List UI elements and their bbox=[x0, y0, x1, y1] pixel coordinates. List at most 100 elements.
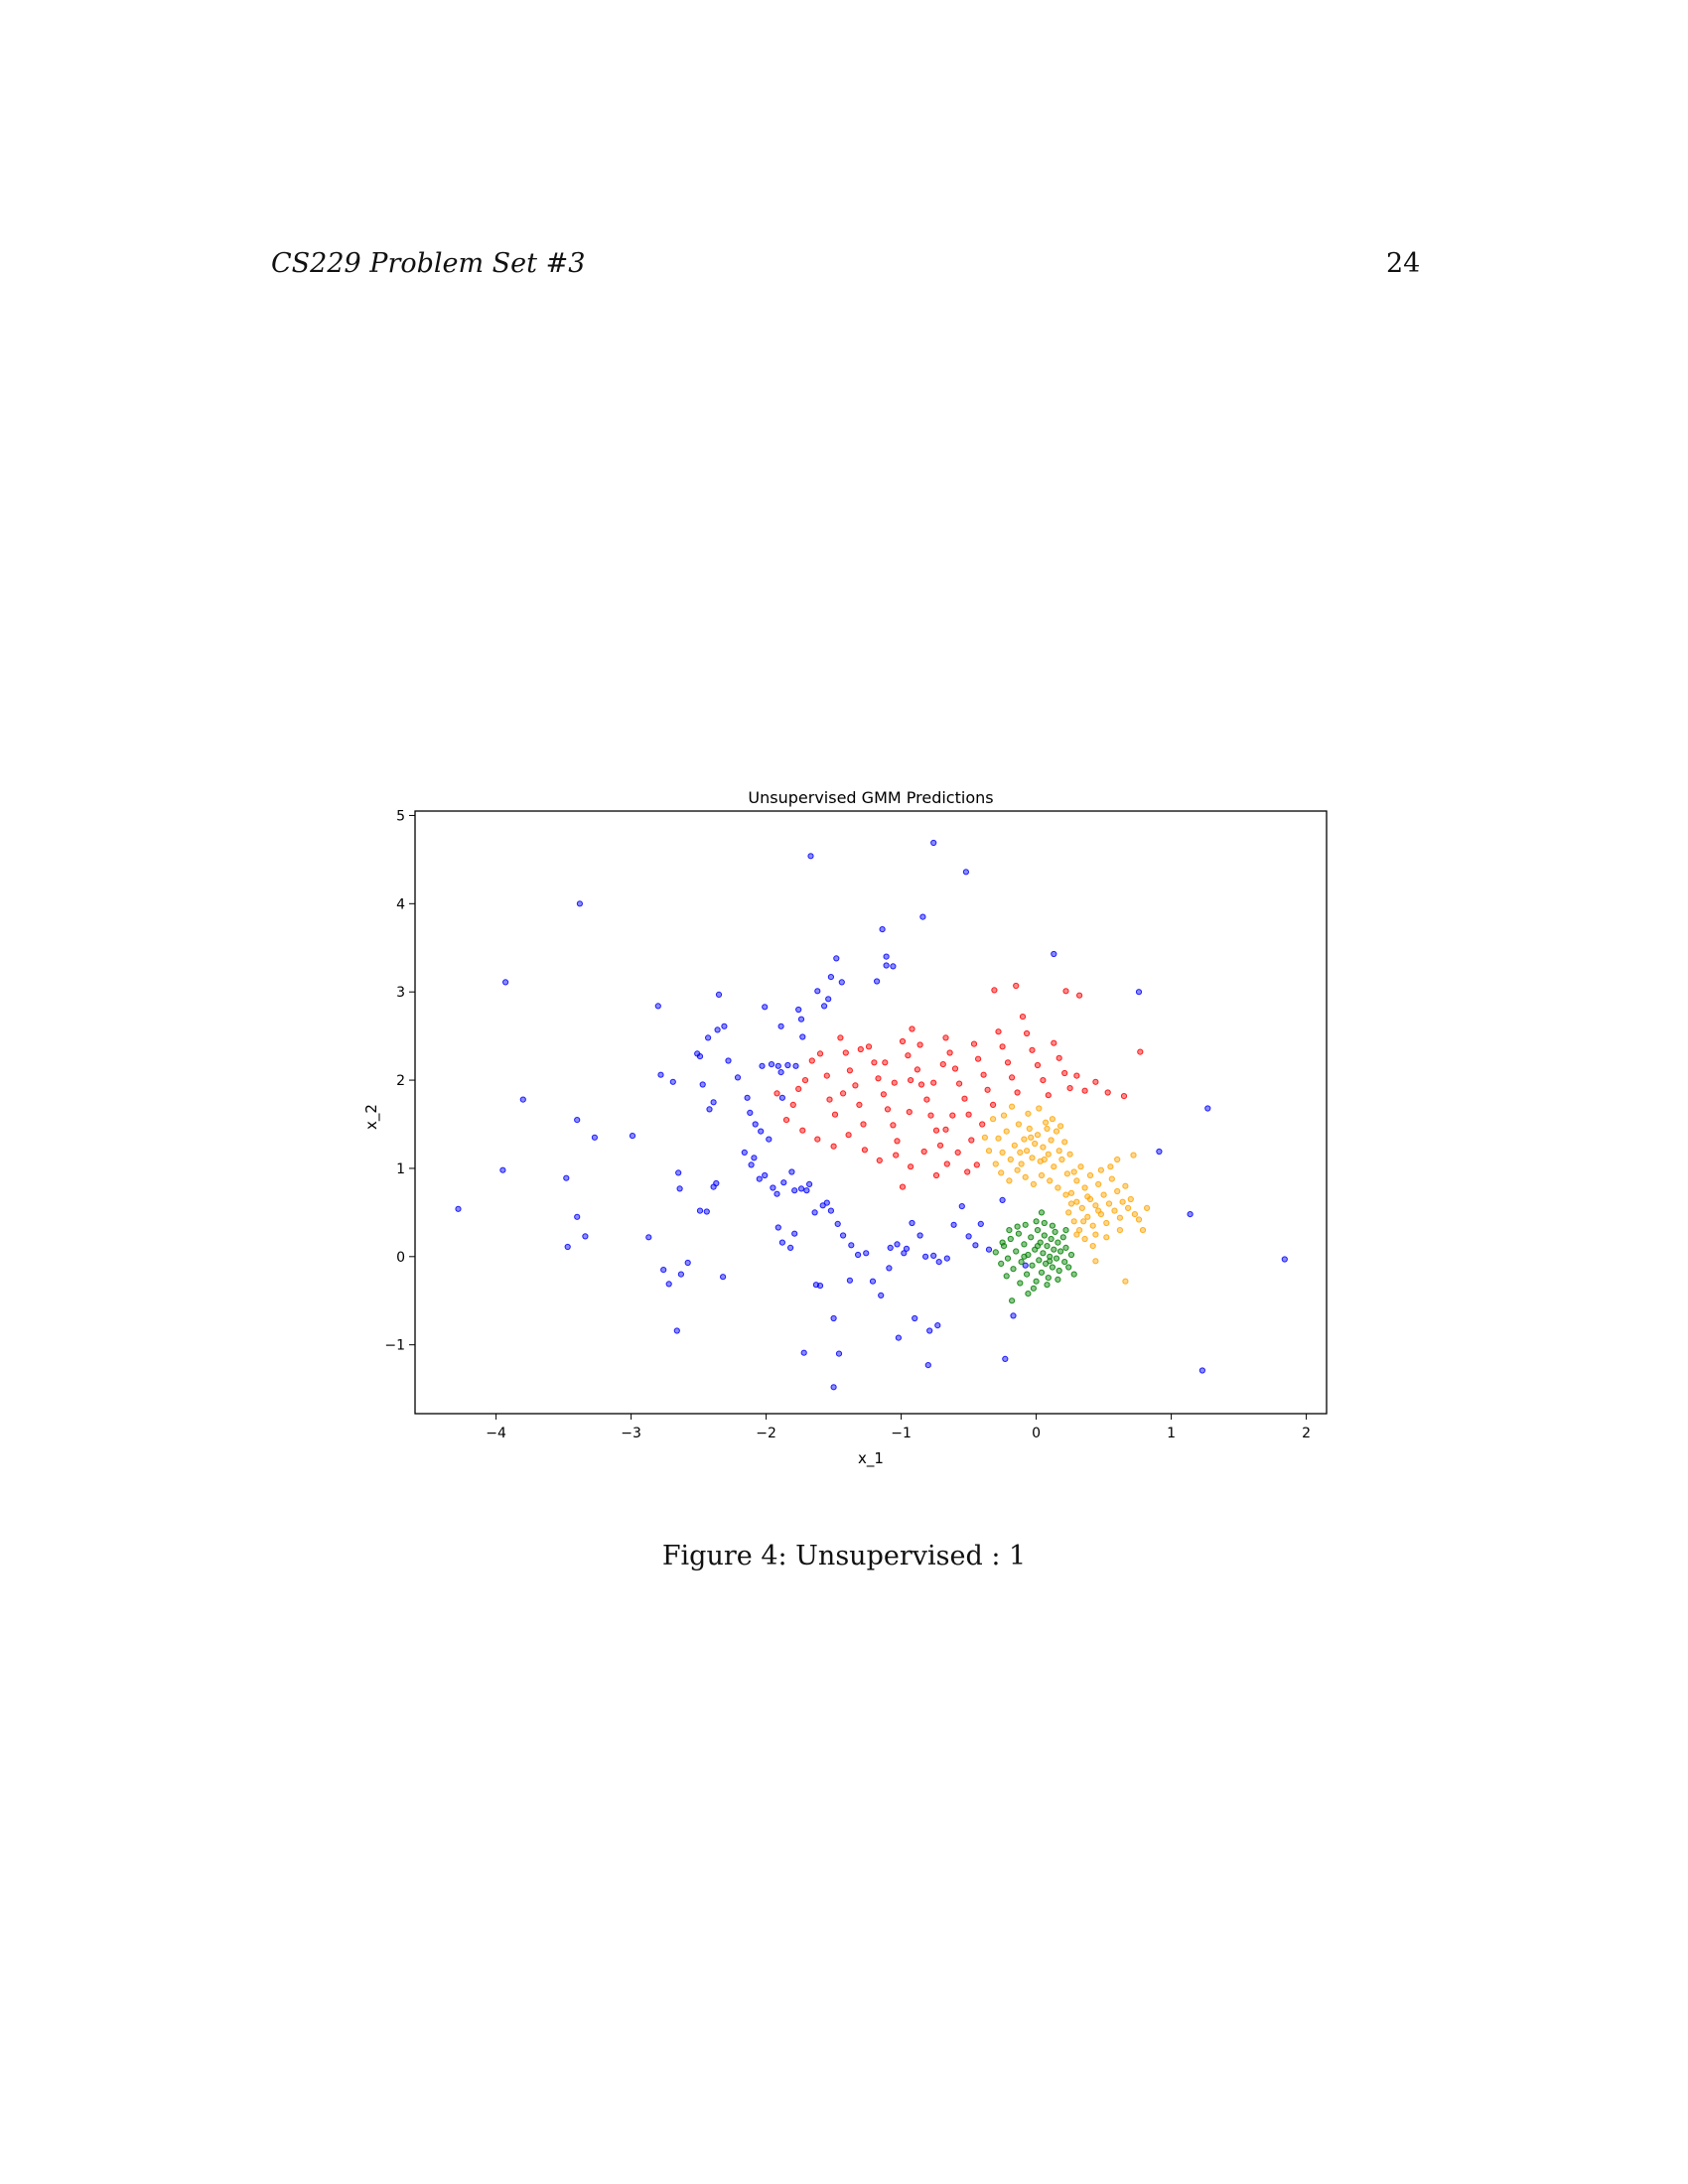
data-point-series-0-79 bbox=[930, 839, 937, 847]
data-point-series-0-84 bbox=[774, 1224, 781, 1231]
data-point-series-0-94 bbox=[848, 1242, 855, 1249]
data-point-series-0-12 bbox=[645, 1234, 652, 1241]
chart-title: Unsupervised GMM Predictions bbox=[748, 788, 993, 807]
data-point-series-3-19 bbox=[1038, 1269, 1046, 1276]
data-point-series-3-31 bbox=[1055, 1239, 1061, 1246]
data-point-series-3-28 bbox=[1051, 1246, 1057, 1253]
data-point-series-3-43 bbox=[1033, 1218, 1040, 1225]
data-point-series-0-56 bbox=[806, 1180, 813, 1188]
data-point-series-1-95 bbox=[942, 1126, 949, 1133]
data-point-series-0-131 bbox=[846, 1277, 854, 1284]
data-point-series-0-9 bbox=[582, 1233, 589, 1240]
data-point-series-1-13 bbox=[860, 1121, 867, 1128]
data-point-series-1-14 bbox=[865, 1043, 873, 1050]
data-point-series-3-40 bbox=[1006, 1227, 1013, 1234]
data-point-series-2-23 bbox=[1061, 1139, 1068, 1146]
data-point-series-0-60 bbox=[784, 1061, 791, 1069]
data-point-series-2-61 bbox=[1100, 1191, 1107, 1198]
data-point-series-1-6 bbox=[826, 1096, 833, 1103]
data-point-series-2-54 bbox=[1081, 1184, 1088, 1191]
data-point-series-0-118 bbox=[800, 1349, 807, 1356]
data-point-series-0-68 bbox=[821, 1003, 828, 1010]
data-point-series-0-18 bbox=[660, 1267, 667, 1274]
data-point-series-2-57 bbox=[1089, 1222, 1096, 1229]
data-point-series-1-19 bbox=[890, 1122, 897, 1129]
data-point-series-0-40 bbox=[747, 1109, 754, 1117]
data-point-series-0-29 bbox=[706, 1106, 713, 1113]
data-point-series-0-110 bbox=[965, 1233, 972, 1240]
data-point-series-0-123 bbox=[934, 1322, 941, 1329]
data-point-series-1-38 bbox=[980, 1071, 987, 1078]
data-point-series-2-59 bbox=[1095, 1180, 1102, 1188]
data-point-series-0-16 bbox=[675, 1169, 682, 1176]
data-point-series-2-44 bbox=[1044, 1125, 1051, 1133]
data-point-series-2-67 bbox=[1116, 1214, 1124, 1221]
data-point-series-0-107 bbox=[943, 1255, 950, 1262]
data-point-series-2-77 bbox=[1077, 1163, 1084, 1170]
data-point-series-1-82 bbox=[899, 1183, 907, 1190]
data-point-series-3-13 bbox=[1029, 1262, 1036, 1269]
y-tick-label: 0 bbox=[396, 1250, 405, 1266]
data-point-series-0-31 bbox=[699, 1081, 706, 1088]
data-point-series-2-76 bbox=[1070, 1168, 1077, 1175]
data-point-series-2-9 bbox=[1024, 1148, 1031, 1155]
data-point-series-0-103 bbox=[916, 1232, 923, 1239]
data-point-series-1-93 bbox=[840, 1090, 847, 1097]
data-point-series-1-90 bbox=[968, 1137, 975, 1144]
data-point-series-1-45 bbox=[1014, 1089, 1021, 1096]
data-point-series-1-64 bbox=[1062, 988, 1069, 995]
data-point-series-2-30 bbox=[1022, 1173, 1029, 1180]
data-point-series-0-113 bbox=[985, 1246, 993, 1253]
data-point-series-3-48 bbox=[1030, 1285, 1038, 1292]
data-point-series-3-42 bbox=[1022, 1221, 1029, 1228]
data-point-series-1-57 bbox=[1081, 1087, 1088, 1094]
data-point-series-0-97 bbox=[869, 1278, 877, 1285]
data-point-series-2-62 bbox=[1103, 1219, 1110, 1227]
data-point-series-0-8 bbox=[574, 1213, 581, 1220]
data-point-series-2-48 bbox=[1065, 1209, 1072, 1216]
data-point-series-1-35 bbox=[965, 1111, 972, 1118]
running-header-title: CS229 Problem Set #3 bbox=[271, 248, 586, 279]
data-point-series-1-66 bbox=[774, 1090, 780, 1097]
data-point-series-3-38 bbox=[1067, 1251, 1075, 1259]
data-point-series-3-41 bbox=[1014, 1223, 1021, 1230]
data-point-series-3-32 bbox=[1055, 1267, 1062, 1275]
data-point-series-0-83 bbox=[774, 1062, 781, 1069]
data-point-series-0-85 bbox=[778, 1239, 786, 1246]
data-point-series-0-66 bbox=[799, 1033, 806, 1040]
data-point-series-2-50 bbox=[1070, 1218, 1077, 1225]
data-point-series-2-89 bbox=[1103, 1234, 1110, 1241]
data-point-series-1-48 bbox=[1029, 1046, 1036, 1053]
data-point-series-1-7 bbox=[831, 1111, 839, 1118]
data-point-series-0-25 bbox=[705, 1034, 712, 1041]
plot-area-frame bbox=[414, 810, 1328, 1415]
data-point-series-1-62 bbox=[1013, 982, 1020, 990]
data-point-series-2-72 bbox=[1131, 1211, 1139, 1218]
data-point-series-0-41 bbox=[752, 1121, 759, 1128]
data-point-series-2-1 bbox=[995, 1135, 1002, 1142]
data-point-series-2-35 bbox=[1062, 1191, 1069, 1198]
data-point-series-2-86 bbox=[1130, 1152, 1137, 1159]
data-point-series-0-86 bbox=[787, 1244, 794, 1252]
data-point-series-3-35 bbox=[1061, 1259, 1068, 1266]
data-point-series-0-32 bbox=[703, 1208, 710, 1215]
data-point-series-1-47 bbox=[1024, 1029, 1031, 1037]
data-point-series-1-49 bbox=[1034, 1061, 1042, 1069]
data-point-series-2-33 bbox=[1047, 1177, 1054, 1184]
data-point-series-0-38 bbox=[734, 1074, 742, 1081]
data-point-series-1-89 bbox=[949, 1112, 956, 1119]
data-point-series-0-54 bbox=[797, 1185, 805, 1192]
data-point-series-2-18 bbox=[1048, 1137, 1055, 1144]
data-point-series-2-2 bbox=[999, 1149, 1006, 1157]
data-point-series-0-63 bbox=[777, 1023, 784, 1029]
data-point-series-1-56 bbox=[1073, 1072, 1080, 1079]
data-point-series-1-27 bbox=[927, 1112, 934, 1119]
data-point-series-2-80 bbox=[1081, 1235, 1088, 1243]
data-point-series-0-90 bbox=[823, 1199, 830, 1206]
data-point-series-1-79 bbox=[954, 1149, 961, 1157]
data-point-series-2-51 bbox=[1073, 1198, 1080, 1205]
data-point-series-0-136 bbox=[1187, 1211, 1194, 1218]
x-tick-label: 2 bbox=[1302, 1426, 1311, 1441]
data-point-series-0-78 bbox=[807, 853, 814, 860]
data-point-series-0-105 bbox=[930, 1252, 937, 1260]
